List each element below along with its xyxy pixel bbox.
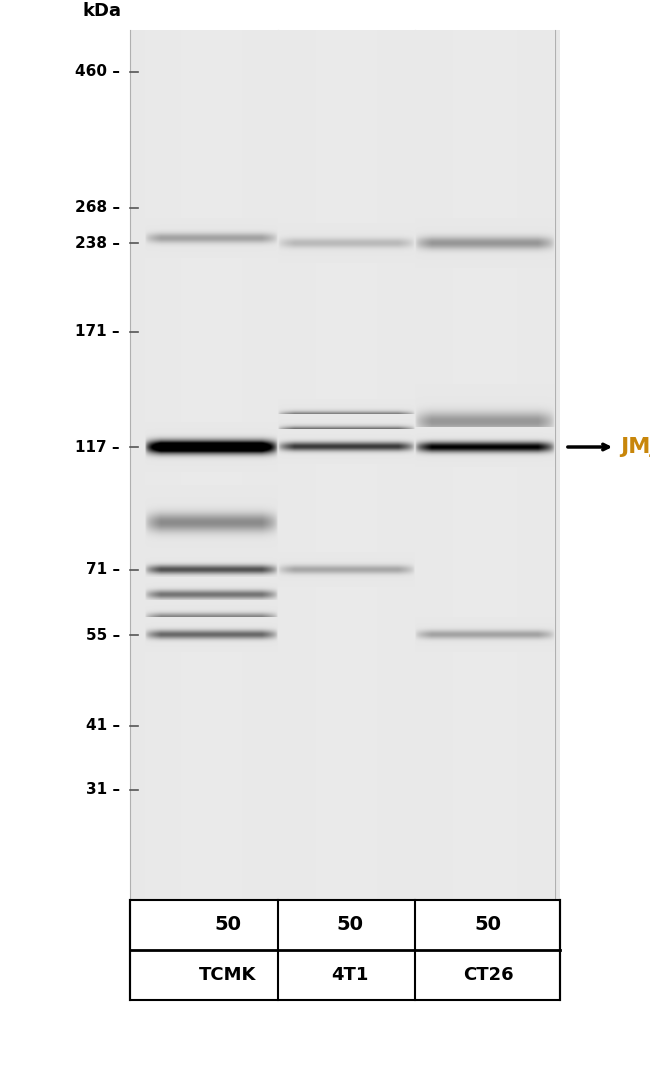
Text: 238 –: 238 – [75,235,120,250]
Text: 50: 50 [337,915,363,935]
Text: kDa: kDa [83,2,122,20]
Text: 50: 50 [474,915,502,935]
Bar [130,30,560,900]
Text: 41 –: 41 – [86,719,120,734]
Text: JMJD2B: JMJD2B [620,437,650,457]
Bar [130,900,560,1000]
Text: 55 –: 55 – [86,628,120,643]
Text: TCMK: TCMK [200,966,257,984]
Text: CT26: CT26 [463,966,514,984]
Text: 117 –: 117 – [75,440,120,455]
Text: 71 –: 71 – [86,562,120,577]
Text: 31 –: 31 – [86,782,120,797]
Text: 460 –: 460 – [75,64,120,79]
Text: 4T1: 4T1 [332,966,369,984]
Text: 268 –: 268 – [75,201,120,216]
Text: 50: 50 [214,915,242,935]
Text: 171 –: 171 – [75,324,120,339]
